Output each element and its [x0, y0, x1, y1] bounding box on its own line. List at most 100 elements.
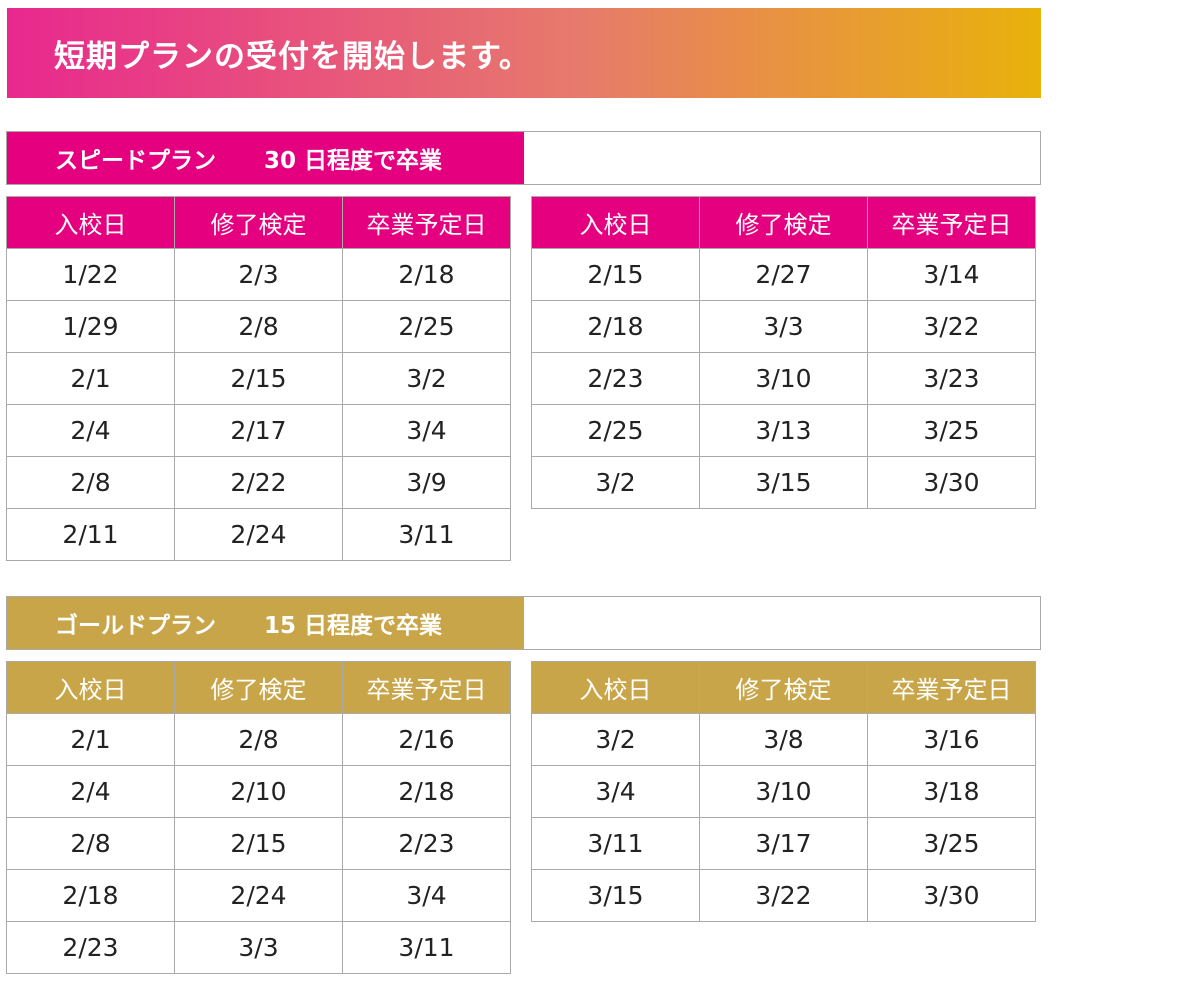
graduation-date-cell: 3/25	[867, 817, 1036, 870]
graduation-date-cell: 3/11	[342, 921, 511, 974]
table-header-row: 入校日 修了検定 卒業予定日	[531, 196, 1036, 249]
gold-plan-name: ゴールドプラン	[55, 613, 216, 639]
exam-date-cell: 2/3	[174, 248, 343, 301]
entry-date-cell: 2/25	[531, 404, 700, 457]
exam-date-cell: 3/3	[699, 300, 868, 353]
graduation-date-cell: 3/16	[867, 713, 1036, 766]
column-header-entry-date: 入校日	[531, 661, 700, 714]
table-header-row: 入校日 修了検定 卒業予定日	[6, 196, 511, 249]
exam-date-cell: 3/17	[699, 817, 868, 870]
gold-plan-duration: 15 日程度で卒業	[264, 613, 443, 639]
table-row: 3/2 3/15 3/30	[531, 456, 1036, 509]
graduation-date-cell: 3/4	[342, 869, 511, 922]
column-header-graduation-date: 卒業予定日	[342, 661, 511, 714]
exam-date-cell: 2/15	[174, 352, 343, 405]
speed-plan-header: スピードプラン 30 日程度で卒業	[6, 131, 1041, 185]
exam-date-cell: 2/15	[174, 817, 343, 870]
exam-date-cell: 2/27	[699, 248, 868, 301]
entry-date-cell: 3/15	[531, 869, 700, 922]
table-row: 3/11 3/17 3/25	[531, 817, 1036, 870]
table-row: 2/25 3/13 3/25	[531, 404, 1036, 457]
exam-date-cell: 3/10	[699, 352, 868, 405]
table-row: 3/15 3/22 3/30	[531, 869, 1036, 922]
column-header-graduation-date: 卒業予定日	[867, 196, 1036, 249]
entry-date-cell: 2/8	[6, 817, 175, 870]
graduation-date-cell: 2/25	[342, 300, 511, 353]
entry-date-cell: 2/11	[6, 508, 175, 561]
table-row: 2/11 2/24 3/11	[6, 508, 511, 561]
column-header-exam-date: 修了検定	[174, 661, 343, 714]
graduation-date-cell: 3/30	[867, 456, 1036, 509]
graduation-date-cell: 3/23	[867, 352, 1036, 405]
table-row: 2/18 3/3 3/22	[531, 300, 1036, 353]
table-header-row: 入校日 修了検定 卒業予定日	[531, 661, 1036, 714]
table-row: 2/4 2/17 3/4	[6, 404, 511, 457]
table-row: 3/2 3/8 3/16	[531, 713, 1036, 766]
entry-date-cell: 1/29	[6, 300, 175, 353]
entry-date-cell: 2/8	[6, 456, 175, 509]
column-header-exam-date: 修了検定	[699, 661, 868, 714]
entry-date-cell: 3/2	[531, 456, 700, 509]
table-row: 2/4 2/10 2/18	[6, 765, 511, 818]
exam-date-cell: 3/3	[174, 921, 343, 974]
exam-date-cell: 2/17	[174, 404, 343, 457]
entry-date-cell: 2/23	[531, 352, 700, 405]
speed-plan-label: スピードプラン 30 日程度で卒業	[7, 132, 524, 184]
table-row: 2/8 2/15 2/23	[6, 817, 511, 870]
entry-date-cell: 1/22	[6, 248, 175, 301]
table-row: 1/22 2/3 2/18	[6, 248, 511, 301]
graduation-date-cell: 3/2	[342, 352, 511, 405]
exam-date-cell: 2/22	[174, 456, 343, 509]
gold-plan-header: ゴールドプラン 15 日程度で卒業	[6, 596, 1041, 650]
graduation-date-cell: 2/18	[342, 765, 511, 818]
graduation-date-cell: 3/9	[342, 456, 511, 509]
gold-plan-label: ゴールドプラン 15 日程度で卒業	[7, 597, 524, 649]
column-header-exam-date: 修了検定	[174, 196, 343, 249]
table-header-row: 入校日 修了検定 卒業予定日	[6, 661, 511, 714]
graduation-date-cell: 3/4	[342, 404, 511, 457]
column-header-entry-date: 入校日	[6, 661, 175, 714]
exam-date-cell: 2/24	[174, 869, 343, 922]
banner-title: 短期プランの受付を開始します。	[54, 38, 531, 75]
column-header-exam-date: 修了検定	[699, 196, 868, 249]
entry-date-cell: 2/1	[6, 713, 175, 766]
exam-date-cell: 2/8	[174, 300, 343, 353]
graduation-date-cell: 3/14	[867, 248, 1036, 301]
table-row: 2/1 2/8 2/16	[6, 713, 511, 766]
graduation-date-cell: 2/23	[342, 817, 511, 870]
column-header-graduation-date: 卒業予定日	[342, 196, 511, 249]
graduation-date-cell: 3/22	[867, 300, 1036, 353]
table-row: 2/23 3/3 3/11	[6, 921, 511, 974]
exam-date-cell: 3/10	[699, 765, 868, 818]
entry-date-cell: 2/15	[531, 248, 700, 301]
speed-plan-name: スピードプラン	[55, 148, 216, 174]
entry-date-cell: 3/2	[531, 713, 700, 766]
entry-date-cell: 3/11	[531, 817, 700, 870]
column-header-entry-date: 入校日	[531, 196, 700, 249]
graduation-date-cell: 2/18	[342, 248, 511, 301]
table-row: 1/29 2/8 2/25	[6, 300, 511, 353]
entry-date-cell: 2/18	[531, 300, 700, 353]
entry-date-cell: 2/18	[6, 869, 175, 922]
exam-date-cell: 2/8	[174, 713, 343, 766]
graduation-date-cell: 3/11	[342, 508, 511, 561]
exam-date-cell: 3/13	[699, 404, 868, 457]
speed-plan-duration: 30 日程度で卒業	[264, 148, 443, 174]
table-row: 2/23 3/10 3/23	[531, 352, 1036, 405]
announcement-banner: 短期プランの受付を開始します。	[7, 8, 1041, 98]
table-row: 2/18 2/24 3/4	[6, 869, 511, 922]
column-header-entry-date: 入校日	[6, 196, 175, 249]
entry-date-cell: 2/23	[6, 921, 175, 974]
table-row: 3/4 3/10 3/18	[531, 765, 1036, 818]
graduation-date-cell: 3/30	[867, 869, 1036, 922]
table-row: 2/1 2/15 3/2	[6, 352, 511, 405]
exam-date-cell: 2/10	[174, 765, 343, 818]
exam-date-cell: 3/22	[699, 869, 868, 922]
table-row: 2/8 2/22 3/9	[6, 456, 511, 509]
column-header-graduation-date: 卒業予定日	[867, 661, 1036, 714]
entry-date-cell: 2/4	[6, 765, 175, 818]
exam-date-cell: 3/15	[699, 456, 868, 509]
speed-plan-table-left: 入校日 修了検定 卒業予定日 1/22 2/3 2/18 1/29 2/8 2/25 2/1 2/1…	[6, 196, 511, 561]
entry-date-cell: 2/4	[6, 404, 175, 457]
gold-plan-table-left: 入校日 修了検定 卒業予定日 2/1 2/8 2/16 2/4 2/10 2/18 2/8 2/15…	[6, 661, 511, 974]
